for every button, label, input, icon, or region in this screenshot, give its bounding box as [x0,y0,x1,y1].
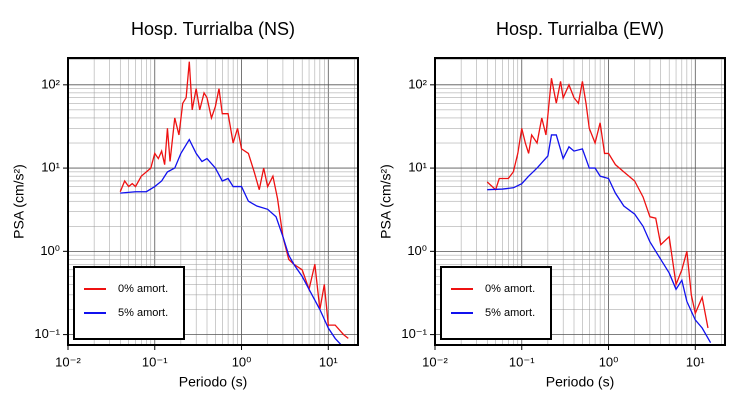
x-tick-label: 10¹ [319,354,338,369]
x-tick-label: 10⁻² [422,354,448,369]
y-tick-label: 10⁻¹ [34,326,60,341]
series-line [120,138,343,345]
series-line [119,61,349,339]
x-tick-label: 10⁻² [55,354,81,369]
x-tick-label: 10⁰ [599,354,619,369]
x-tick-label: 10⁻¹ [509,354,535,369]
series-line [486,78,709,329]
y-axis-label: PSA (cm/s²) [11,164,27,239]
plot-frame [67,57,359,346]
x-tick-label: 10⁰ [232,354,252,369]
y-tick-label: 10² [41,76,60,91]
y-tick-label: 10⁰ [40,243,60,258]
legend-box [440,266,552,340]
chart-title: Hosp. Turrialba (NS) [131,19,295,39]
legend-label: 0% amort. [118,283,168,295]
legend-box [73,266,185,340]
series-line [487,134,712,343]
y-tick-label: 10⁰ [407,243,427,258]
y-axis-label: PSA (cm/s²) [378,164,394,239]
legend: 0% amort. 5% amort. [73,266,185,340]
y-tick-label: 10² [408,76,427,91]
y-tick-label: 10¹ [41,160,60,175]
chart-title: Hosp. Turrialba (EW) [496,19,664,39]
y-tick-label: 10¹ [408,160,427,175]
x-axis-label: Periodo (s) [546,374,614,390]
x-tick-label: 10¹ [686,354,705,369]
legend: 0% amort. 5% amort. [440,266,552,340]
x-tick-label: 10⁻¹ [142,354,168,369]
legend-label: 5% amort. [118,307,168,319]
legend-label: 5% amort. [485,307,535,319]
plot-frame [434,57,726,346]
legend-label: 0% amort. [485,283,535,295]
y-tick-label: 10⁻¹ [401,326,427,341]
x-axis-label: Periodo (s) [179,374,247,390]
